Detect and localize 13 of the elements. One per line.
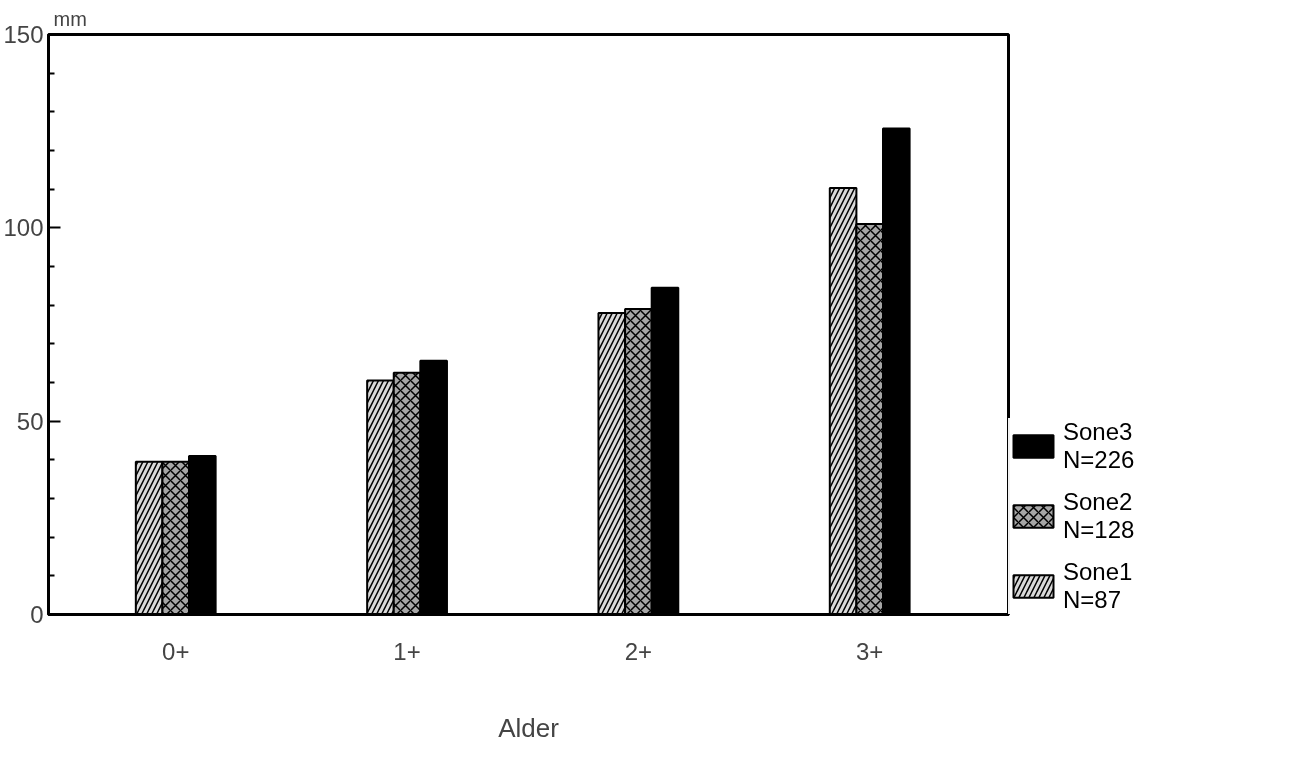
y-tick-label: 50 [16, 407, 44, 435]
x-tick-label: 3+ [856, 637, 884, 665]
y-axis-title: mm [53, 7, 87, 30]
x-axis-title: Alder [498, 712, 560, 743]
x-tick-label: 0+ [162, 637, 190, 665]
legend-label: Sone3 N=226 [1063, 418, 1135, 474]
y-tick-label: 150 [3, 21, 44, 48]
y-tick-label: 100 [3, 214, 44, 242]
y-tick-label: 0 [30, 601, 44, 628]
x-tick-label: 2+ [624, 637, 653, 665]
legend-label: Sone2 N=128 [1063, 488, 1135, 544]
legend-label: Sone1 N=87 [1063, 558, 1133, 614]
x-tick-label: 1+ [393, 637, 421, 665]
